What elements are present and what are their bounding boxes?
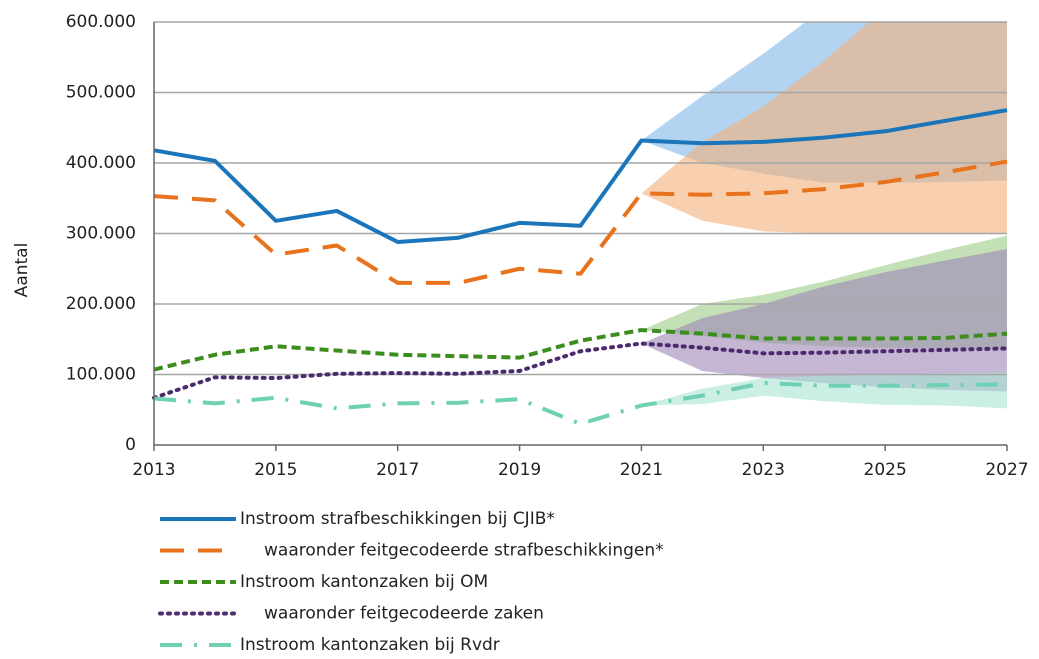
x-tick-label: 2019 [498,460,541,480]
lines [152,108,1009,426]
axes: 0 100.000 200.000 300.000 400.000 500.000 600.… [66,12,1029,480]
x-tick-label: 2023 [742,460,785,480]
bands [641,22,1007,409]
x-tick-label: 2025 [864,460,907,480]
y-tick-label: 100.000 [66,365,136,385]
series-line [153,380,1008,426]
y-tick-label: 600.000 [66,12,136,32]
confidence-band [641,249,1007,392]
x-tick-label: 2017 [376,460,419,480]
y-axis-label: Aantal [12,243,32,298]
x-tick-label: 2013 [132,460,175,480]
legend-label: Instroom kantonzaken bij OM [240,572,488,592]
confidence-band [641,22,1007,234]
series-line [153,328,1008,372]
legend-label: Instroom kantonzaken bij Rvdr [240,635,500,655]
legend-label: waaronder feitgecodeerde zaken [264,604,544,624]
x-tick-label: 2027 [985,460,1028,480]
y-tick-label: 500.000 [66,83,136,103]
confidence-band [641,372,1007,409]
series-line [153,159,1008,285]
legend-label: Instroom strafbeschikkingen bij CJIB* [240,509,555,529]
x-tick-label: 2021 [620,460,663,480]
y-tick-label: 300.000 [66,224,136,244]
legend-label: waaronder feitgecodeerde strafbeschikkin… [264,541,664,561]
grid [154,21,1007,376]
series-line [153,108,1008,244]
series-line [152,341,1009,400]
y-tick-label: 200.000 [66,294,136,314]
x-tick-label: 2015 [254,460,297,480]
y-tick-label: 400.000 [66,153,136,173]
y-tick-label: 0 [125,435,136,455]
